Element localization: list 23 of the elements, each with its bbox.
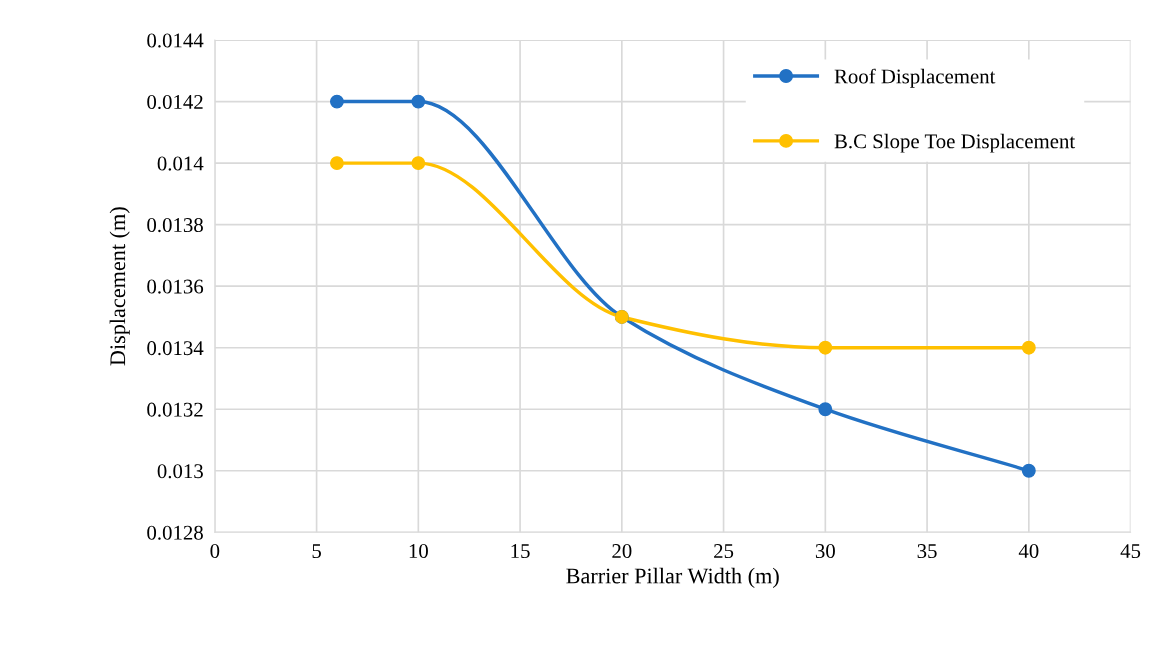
y-tick-label: 0.0132 — [147, 402, 203, 417]
x-axis-title: Barrier Pillar Width (m) — [566, 567, 779, 589]
x-tick-label: 5 — [312, 544, 321, 559]
y-axis-title: Displacement (m) — [109, 207, 130, 366]
legend-label: Roof Displacement — [834, 68, 996, 88]
y-tick-label: 0.0142 — [147, 94, 203, 110]
y-tick-label: 0.0138 — [147, 218, 203, 233]
x-tick-label: 45 — [1120, 544, 1141, 559]
y-tick-label: 0.013 — [157, 464, 203, 479]
y-tick-label: 0.014 — [157, 156, 204, 171]
legend-label: B.C Slope Toe Displacement — [834, 133, 1076, 153]
y-tick-label: 0.0144 — [147, 33, 204, 48]
x-tick-label: 30 — [815, 544, 835, 559]
y-tick-label: 0.0128 — [147, 525, 203, 540]
y-tick-label: 0.0136 — [147, 279, 204, 294]
x-tick-label: 20 — [612, 544, 632, 559]
x-tick-label: 0 — [210, 544, 220, 559]
x-tick-label: 40 — [1018, 544, 1039, 559]
y-tick-label: 0.0134 — [147, 341, 204, 356]
x-tick-label: 15 — [511, 544, 530, 559]
x-tick-label: 25 — [714, 544, 734, 559]
x-tick-label: 10 — [409, 544, 428, 559]
x-tick-label: 35 — [917, 544, 937, 559]
